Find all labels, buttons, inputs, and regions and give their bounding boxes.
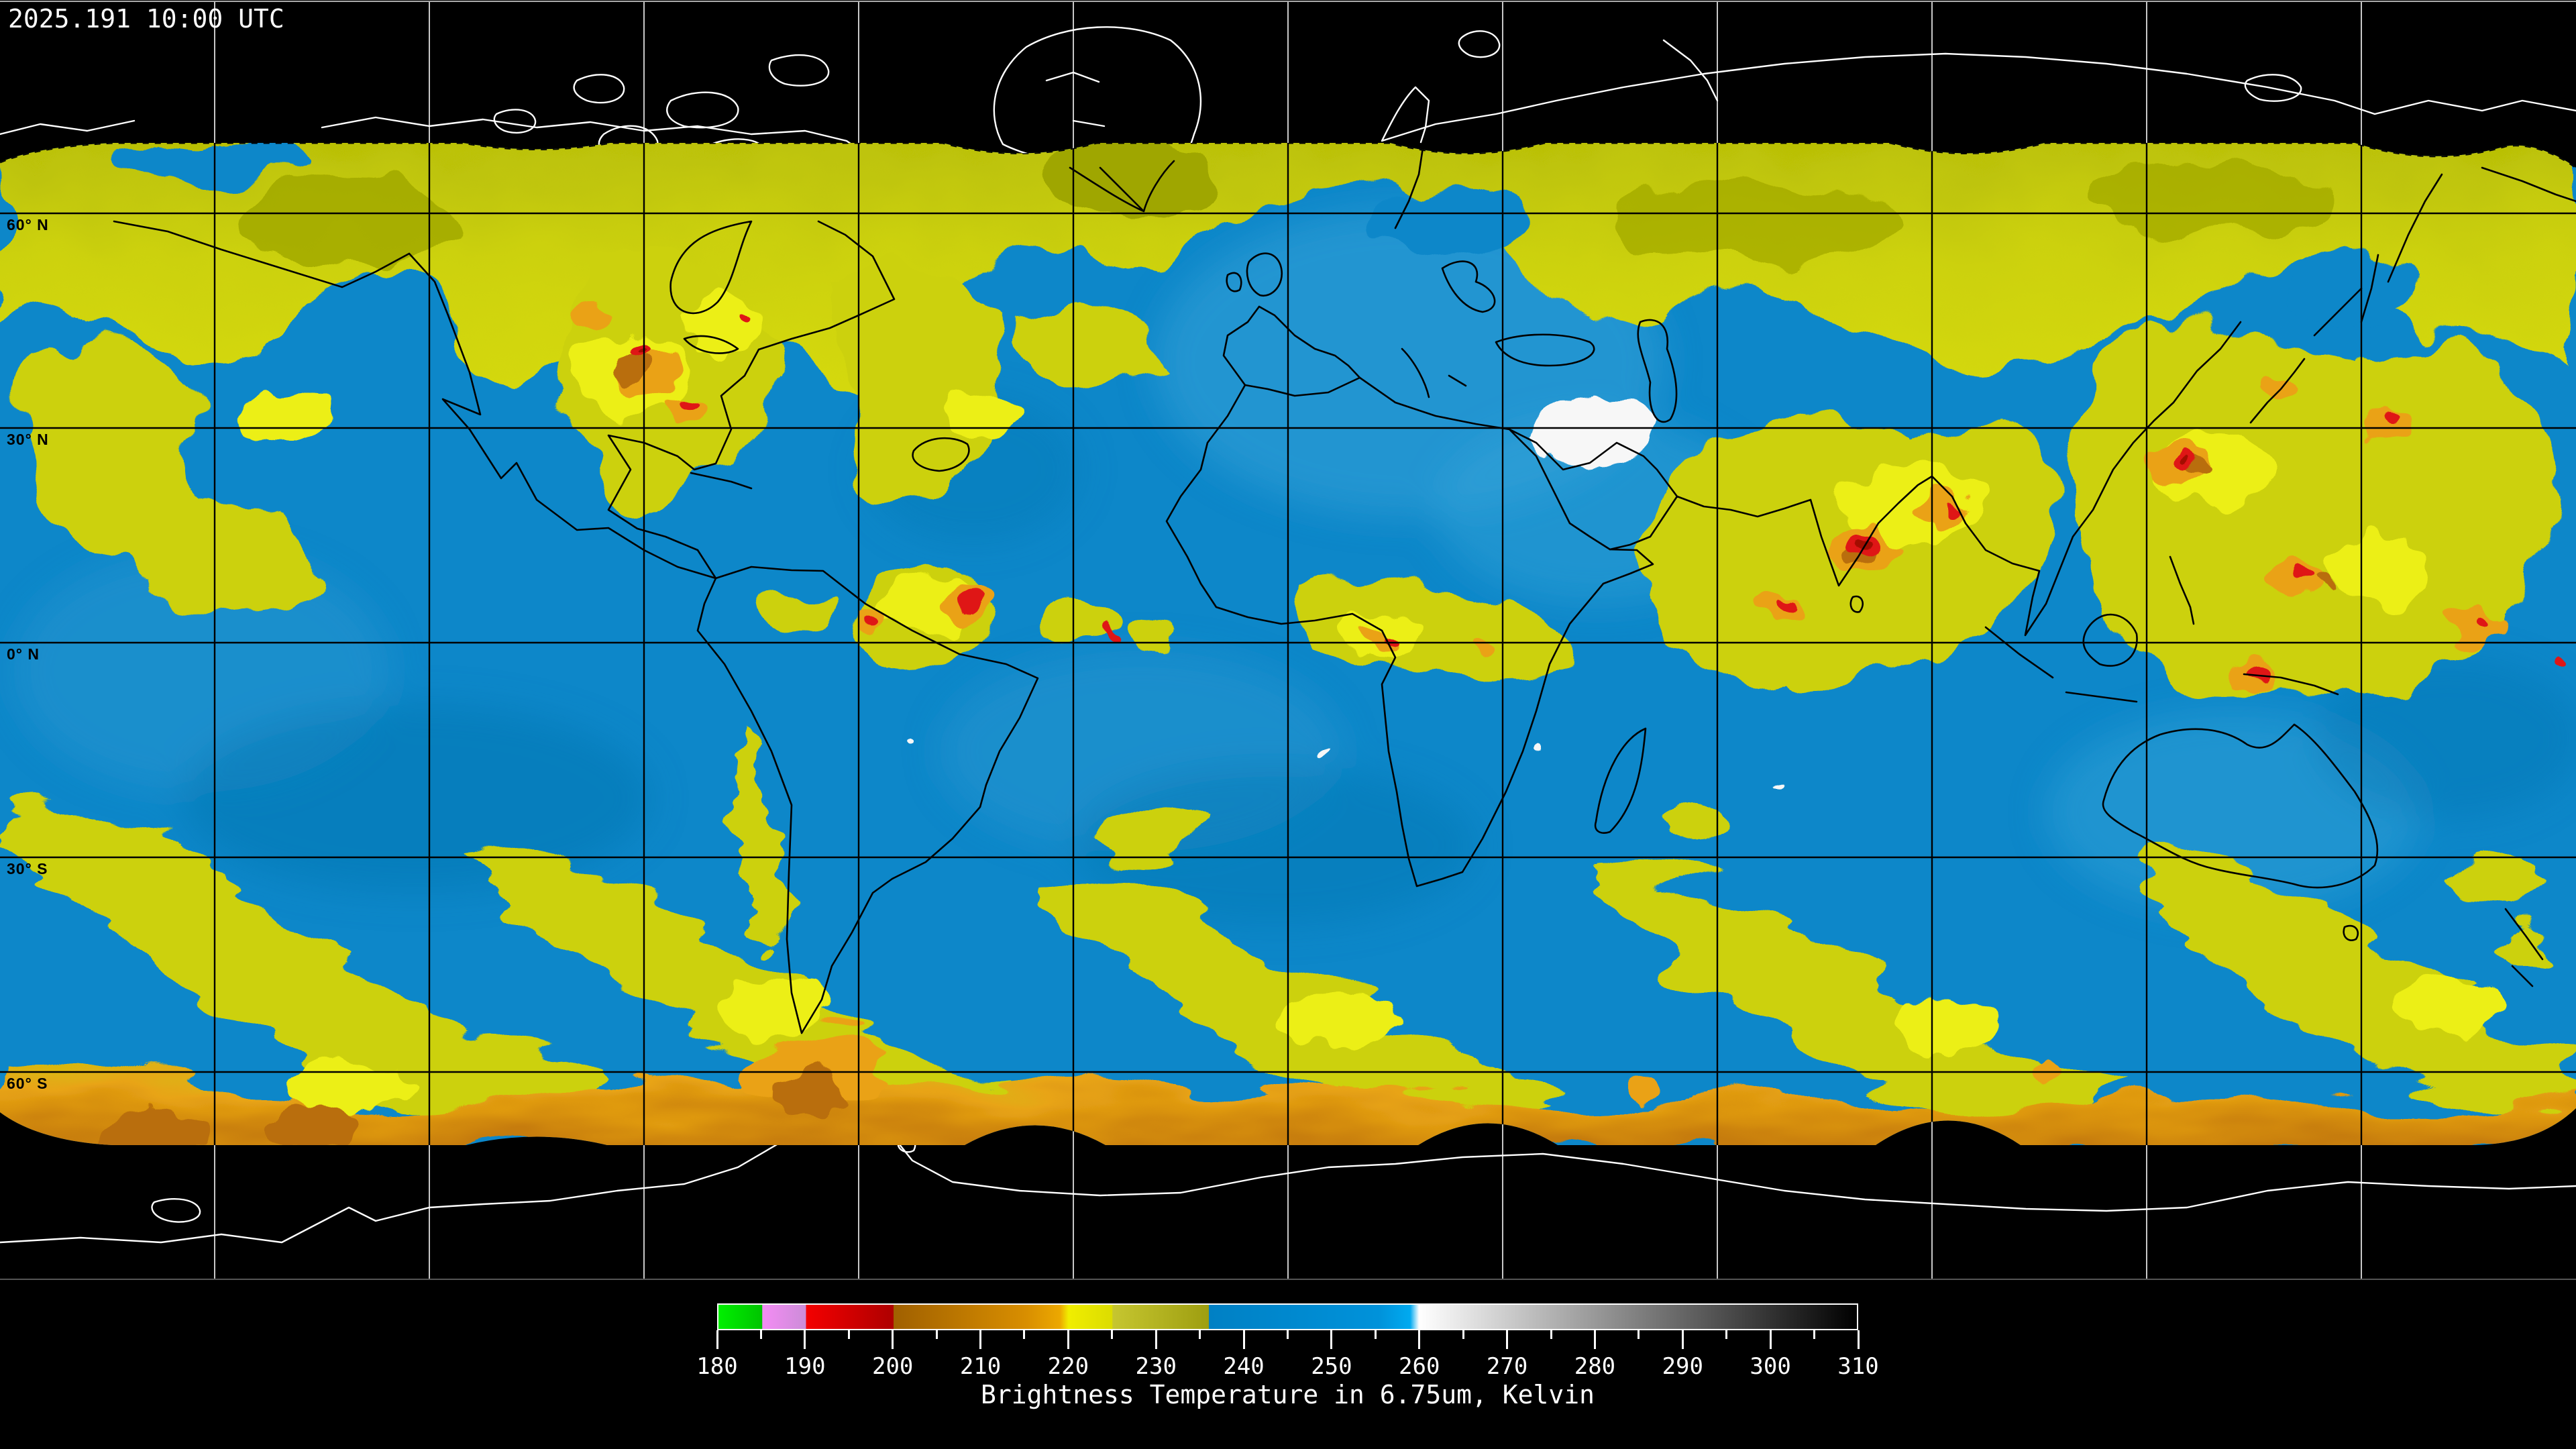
colorbar-minor-tick	[1023, 1330, 1026, 1339]
colorbar-major-tick	[1506, 1330, 1509, 1349]
data-swath	[0, 143, 2576, 1145]
latitude-label: 0° N	[7, 645, 40, 663]
colorbar-tick-label: 200	[871, 1353, 914, 1380]
warm-surface-white-patches	[905, 398, 1782, 795]
colorbar-minor-tick	[1813, 1330, 1816, 1339]
north-america-arctic-coast	[321, 116, 922, 203]
colorbar-major-tick	[804, 1330, 806, 1349]
colorbar-gradient-bar	[717, 1303, 1858, 1330]
latitude-label: 60° S	[7, 1075, 48, 1092]
colorbar-minor-tick	[759, 1330, 762, 1339]
colorbar-minor-tick	[1725, 1330, 1728, 1339]
greenland-south-coastline	[1069, 160, 1175, 213]
colorbar-minor-tick	[1287, 1330, 1289, 1339]
colorbar-tick-label: 240	[1223, 1353, 1265, 1380]
colorbar-major-tick	[1067, 1330, 1069, 1349]
colorbar-minor-tick	[1638, 1330, 1640, 1339]
colorbar-tick-label: 210	[959, 1353, 1002, 1380]
colorbar-tick-label: 180	[696, 1353, 738, 1380]
australia-coastline	[2102, 723, 2544, 987]
colorbar-major-tick	[1857, 1330, 1860, 1349]
colorbar-major-tick	[1330, 1330, 1333, 1349]
colorbar-title: Brightness Temperature in 6.75um, Kelvin	[980, 1380, 1595, 1409]
colorbar-major-tick	[1769, 1330, 1772, 1349]
cloud-layer-red-cores	[623, 310, 2571, 680]
latitude-label: 30° N	[7, 431, 49, 448]
colorbar-tick-label: 250	[1311, 1353, 1352, 1380]
colorbar-major-tick	[1242, 1330, 1245, 1349]
colorbar-tick-label: 280	[1574, 1353, 1616, 1380]
coastlines-data	[113, 143, 2576, 1034]
timestamp: 2025.191 10:00 UTC	[8, 4, 284, 34]
colorbar-minor-tick	[1199, 1330, 1201, 1339]
colorbar-tick-label: 260	[1399, 1353, 1440, 1380]
colorbar-major-tick	[1418, 1330, 1421, 1349]
colorbar: 180 190 200 210 220 230 240 250 260 270 280 290 300 3…	[696, 1303, 1879, 1411]
colorbar-major-tick	[716, 1330, 718, 1349]
graticule-data	[0, 143, 2576, 1145]
colorbar-minor-tick	[847, 1330, 850, 1339]
colorbar-tick-label: 220	[1047, 1353, 1089, 1380]
eurasia-arctic-coast	[0, 30, 2576, 144]
colorbar-minor-tick	[1550, 1330, 1552, 1339]
latitude-label: 30° S	[7, 860, 48, 877]
colorbar-minor-tick	[935, 1330, 938, 1339]
colorbar-tick-label: 230	[1135, 1353, 1177, 1380]
colorbar-major-tick	[1155, 1330, 1157, 1349]
colorbar-tick-label: 270	[1486, 1353, 1528, 1380]
colorbar-minor-tick	[1374, 1330, 1377, 1339]
europe-coastline	[912, 143, 1678, 472]
asia-coastline	[1508, 166, 2576, 703]
colorbar-tick-label: 290	[1662, 1353, 1703, 1380]
latitude-label: 60° N	[7, 216, 49, 233]
colorbar-minor-tick	[1111, 1330, 1114, 1339]
colorbar-major-tick	[979, 1330, 982, 1349]
colorbar-major-tick	[1593, 1330, 1596, 1349]
colorbar-major-tick	[1681, 1330, 1684, 1349]
colorbar-major-tick	[892, 1330, 894, 1349]
colorbar-tick-label: 300	[1750, 1353, 1791, 1380]
colorbar-minor-tick	[1462, 1330, 1464, 1339]
north-america-coastline	[113, 220, 896, 580]
south-america-coastline	[696, 566, 1039, 1034]
colorbar-tick-label: 190	[784, 1353, 826, 1380]
colorbar-tick-label: 310	[1837, 1353, 1879, 1380]
